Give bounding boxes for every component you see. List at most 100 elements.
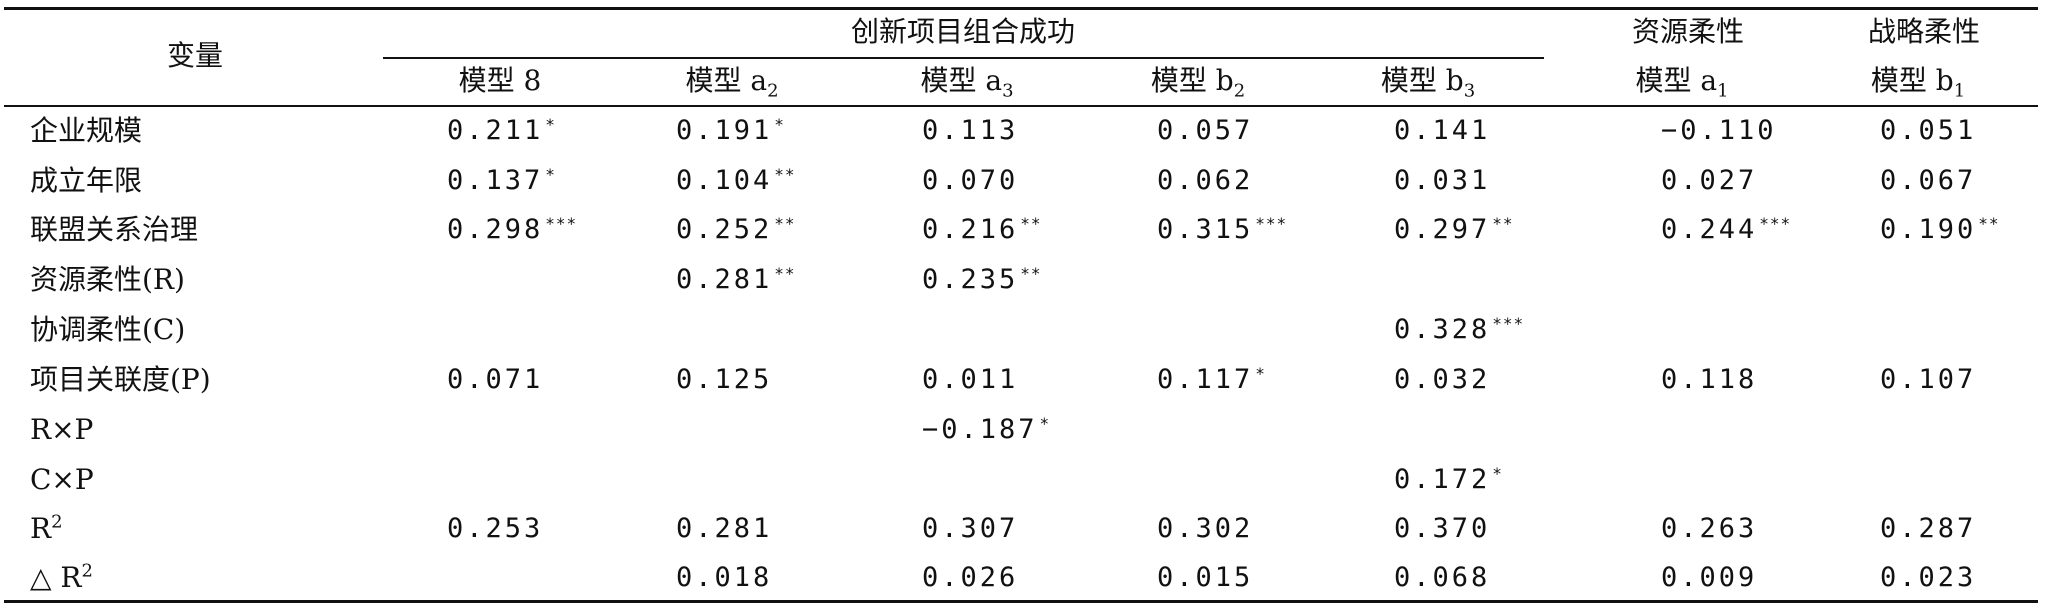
cell-value: 0.031 — [1394, 165, 1491, 196]
cell-value: 0.172 — [1394, 464, 1491, 495]
cell-value: 0.062 — [1157, 165, 1254, 196]
cell-value: 0.068 — [1394, 562, 1491, 593]
cell-value: 0.051 — [1880, 115, 1977, 146]
resource-flex-header: 资源柔性 — [1631, 15, 1744, 48]
row-label-text: 企业规模 — [30, 114, 143, 147]
cell-value: 0.302 — [1157, 513, 1254, 544]
row-label-text: 协调柔性(C) — [30, 313, 186, 346]
table-cell: 0.263 — [1661, 511, 1757, 547]
significance-stars: ** — [774, 165, 796, 184]
cell-value: 0.104 — [676, 165, 773, 196]
cell-value: 0.287 — [1880, 513, 1977, 544]
table-cell: 0.281 ** — [676, 262, 796, 298]
table-cell: 0.031 — [1394, 163, 1490, 199]
table-cell: 0.117 * — [1157, 362, 1266, 398]
model-header: 模型 8 — [380, 63, 620, 99]
strategic-flex-header: 战略柔性 — [1867, 15, 1980, 48]
model-header-label: 模型 a — [1635, 64, 1718, 97]
cell-value: 0.235 — [922, 264, 1019, 295]
table-cell: 0.328 *** — [1394, 312, 1524, 348]
variable-header: 变量 — [166, 39, 223, 72]
significance-stars: ** — [1020, 214, 1042, 233]
cell-value: 0.216 — [922, 214, 1019, 245]
model-header: 模型 b3 — [1308, 63, 1548, 102]
significance-stars: * — [545, 115, 556, 134]
cell-value: 0.027 — [1661, 165, 1758, 196]
model-header: 模型 a1 — [1562, 63, 1802, 100]
row-label: 协调柔性(C) — [30, 312, 185, 348]
significance-stars: ** — [1492, 214, 1514, 233]
row-label-text: 项目关联度(P) — [30, 363, 211, 396]
row-label-text: R×P — [30, 413, 94, 446]
table-cell: 0.281 — [676, 511, 772, 547]
cell-value: −0.187 — [922, 414, 1038, 445]
table-cell: 0.018 — [676, 560, 772, 596]
row-label-superscript: 2 — [81, 560, 93, 582]
model-header-label: 模型 b — [1870, 64, 1954, 97]
cell-value: 0.117 — [1157, 364, 1254, 395]
table-cell: 0.026 — [922, 560, 1018, 596]
top-rule — [4, 7, 2038, 10]
cell-value: 0.211 — [447, 115, 544, 146]
table-cell: 0.370 — [1394, 511, 1490, 547]
table-cell: 0.297 ** — [1394, 212, 1514, 248]
cell-value: 0.057 — [1157, 115, 1254, 146]
row-label-text: R — [30, 512, 52, 545]
cell-value: 0.253 — [447, 513, 544, 544]
model-header-label: 模型 8 — [458, 64, 542, 97]
model-header-subscript: 3 — [1463, 80, 1476, 102]
table-cell: 0.067 — [1880, 163, 1976, 199]
significance-stars: *** — [545, 214, 578, 233]
model-header: 模型 b1 — [1798, 63, 2038, 100]
significance-stars: * — [774, 115, 785, 134]
table-cell: 0.057 — [1157, 113, 1253, 149]
group-rule — [383, 57, 1544, 59]
table-cell: 0.068 — [1394, 560, 1490, 596]
table-cell: 0.315 *** — [1157, 212, 1287, 248]
table-cell: 0.107 — [1880, 362, 1976, 398]
row-label: 项目关联度(P) — [30, 362, 211, 398]
model-header-subscript: 2 — [767, 80, 779, 102]
significance-stars: *** — [1255, 214, 1288, 233]
table-cell: 0.015 — [1157, 560, 1253, 596]
table-cell: 0.070 — [922, 163, 1018, 199]
table-cell: 0.307 — [922, 511, 1018, 547]
table-cell: 0.125 — [676, 362, 772, 398]
significance-stars: ** — [1978, 214, 2000, 233]
model-header-label: 模型 a — [685, 64, 768, 97]
row-label: C×P — [30, 462, 94, 498]
cell-value: 0.071 — [447, 364, 544, 395]
model-header-label: 模型 b — [1380, 64, 1464, 97]
cell-value: 0.370 — [1394, 513, 1491, 544]
cell-value: 0.307 — [922, 513, 1019, 544]
table-cell: 0.118 — [1661, 362, 1757, 398]
table-cell: 0.051 — [1880, 113, 1976, 149]
table-cell: 0.137 * — [447, 163, 556, 199]
row-label-text: 联盟关系治理 — [30, 213, 199, 246]
cell-value: 0.252 — [676, 214, 773, 245]
table-cell: 0.287 — [1880, 511, 1976, 547]
table-cell: −0.187 * — [922, 412, 1050, 448]
cell-value: 0.281 — [676, 264, 773, 295]
cell-value: 0.328 — [1394, 314, 1491, 345]
cell-value: 0.015 — [1157, 562, 1254, 593]
row-label-superscript: 2 — [51, 511, 63, 533]
row-label: R2 — [30, 511, 63, 547]
cell-value: 0.023 — [1880, 562, 1977, 593]
cell-value: 0.190 — [1880, 214, 1977, 245]
table-cell: 0.216 ** — [922, 212, 1042, 248]
significance-stars: * — [1492, 464, 1503, 483]
table-cell: 0.252 ** — [676, 212, 796, 248]
table-cell: 0.113 — [922, 113, 1018, 149]
cell-value: 0.026 — [922, 562, 1019, 593]
table-cell: 0.253 — [447, 511, 543, 547]
table-cell: 0.172 * — [1394, 462, 1503, 498]
row-label: 资源柔性(R) — [30, 262, 185, 298]
bottom-rule — [4, 600, 2038, 603]
table-cell: 0.235 ** — [922, 262, 1042, 298]
table-cell: 0.190 ** — [1880, 212, 2000, 248]
cell-value: 0.315 — [1157, 214, 1254, 245]
cell-value: 0.263 — [1661, 513, 1758, 544]
significance-stars: * — [1039, 414, 1051, 433]
significance-stars: *** — [1492, 314, 1525, 333]
